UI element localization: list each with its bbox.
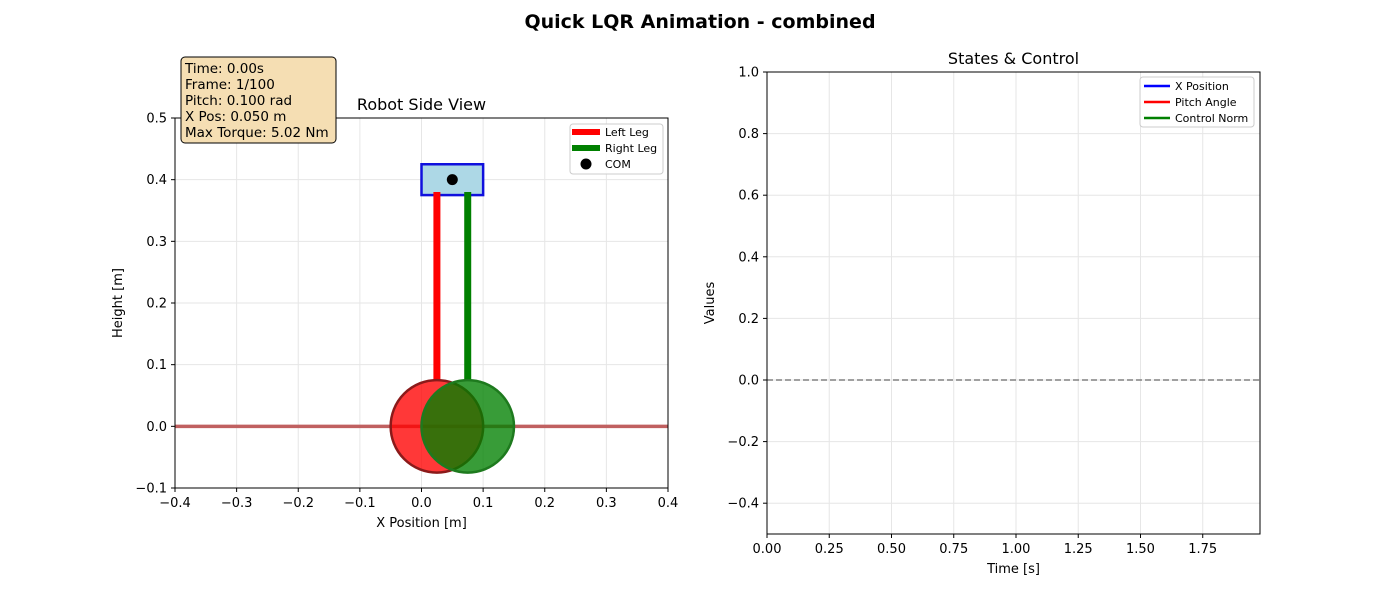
robot-view-xtick-label: −0.3: [221, 496, 253, 511]
states-ytick-label: 0.8: [738, 127, 759, 142]
states-xtick-label: 1.25: [1064, 542, 1093, 557]
robot-view-ytick-label: 0.3: [146, 235, 167, 250]
robot-view-xtick-label: 0.4: [658, 496, 679, 511]
info-box-line: X Pos: 0.050 m: [185, 109, 286, 125]
legend-swatch-com: [580, 158, 592, 170]
robot-view-xtick-label: 0.1: [473, 496, 494, 511]
robot-view-title: Robot Side View: [357, 95, 486, 114]
states-control-panel: 0.00 0.25 0.50 0.75 1.00 1.25 1.50 1.75 −0.4 −0.2…: [703, 49, 1261, 577]
right-wheel: [420, 378, 516, 474]
legend-label-com: COM: [605, 158, 631, 171]
robot-view-ytick-label: 0.1: [146, 358, 167, 373]
states-grid: [766, 71, 1260, 534]
states-legend-box: [1139, 76, 1255, 128]
states-xtick-label: 0.50: [877, 542, 906, 557]
figure-title: Quick LQR Animation - combined: [524, 11, 875, 33]
info-box-line: Pitch: 0.100 rad: [185, 93, 292, 109]
info-box-background: [180, 56, 337, 144]
states-ytick-label: −0.4: [727, 497, 759, 512]
states-legend-label: Pitch Angle: [1175, 96, 1237, 109]
states-ytick-label: 0.6: [738, 189, 759, 204]
legend-label-left-leg: Left Leg: [605, 126, 649, 139]
states-ylabel: Values: [703, 282, 718, 325]
states-ytick-label: 1.0: [738, 66, 759, 81]
states-xtick-label: 1.00: [1002, 542, 1031, 557]
states-legend: X Position Pitch Angle Control Norm: [1139, 76, 1255, 128]
robot-view-xtick-label: −0.4: [159, 496, 191, 511]
states-title: States & Control: [948, 49, 1079, 68]
robot-side-view-panel: −0.4 −0.3 −0.2 −0.1 0.0 0.1 0.2 0.3 0.4 −0.1 0.0 0.…: [111, 56, 678, 531]
states-ytick-label: −0.2: [727, 435, 759, 450]
robot-view-ytick-label: 0.4: [146, 173, 167, 188]
states-ytick-label: 0.0: [738, 374, 759, 389]
states-legend-label: X Position: [1175, 80, 1229, 93]
states-xtick-label: 0.75: [939, 542, 968, 557]
robot-view-ytick-label: 0.2: [146, 297, 167, 312]
robot-view-ytick-label: 0.5: [146, 112, 167, 127]
states-xtick-label: 0.25: [815, 542, 844, 557]
states-xtick-label: 1.75: [1188, 542, 1217, 557]
robot-view-xtick-label: −0.1: [344, 496, 376, 511]
legend-label-right-leg: Right Leg: [605, 142, 657, 155]
states-legend-label: Control Norm: [1175, 112, 1248, 125]
robot-view-legend: Left Leg Right Leg COM: [569, 123, 664, 175]
info-box-line: Max Torque: 5.02 Nm: [185, 125, 329, 141]
states-ytick-label: 0.2: [738, 312, 759, 327]
states-ytick-label: 0.4: [738, 250, 759, 265]
robot-view-xtick-label: 0.0: [411, 496, 432, 511]
com-marker: [446, 174, 458, 186]
robot-view-xlabel: X Position [m]: [376, 516, 467, 531]
robot-view-xtick-label: −0.2: [282, 496, 314, 511]
robot-view-xtick-label: 0.2: [534, 496, 555, 511]
info-box-line: Frame: 1/100: [185, 77, 275, 93]
states-ticks: 0.00 0.25 0.50 0.75 1.00 1.25 1.50 1.75 −0.4 −0.2…: [727, 66, 1217, 558]
robot-view-ytick-label: 0.0: [146, 420, 167, 435]
robot-body: [420, 163, 485, 197]
robot-view-plot-area: [175, 163, 668, 474]
states-xlabel: Time [s]: [986, 562, 1040, 577]
robot-view-ylabel: Height [m]: [111, 268, 126, 338]
states-axes-frame: [766, 71, 1261, 535]
robot-view-legend-box: [569, 123, 664, 175]
robot-view-ticks: −0.4 −0.3 −0.2 −0.1 0.0 0.1 0.2 0.3 0.4 −0.1 0.0 0.…: [135, 112, 678, 512]
states-xtick-label: 1.50: [1126, 542, 1155, 557]
info-box-line: Time: 0.00s: [184, 61, 264, 77]
robot-view-xtick-label: 0.3: [596, 496, 617, 511]
states-xtick-label: 0.00: [753, 542, 782, 557]
robot-view-ytick-label: −0.1: [135, 482, 167, 497]
